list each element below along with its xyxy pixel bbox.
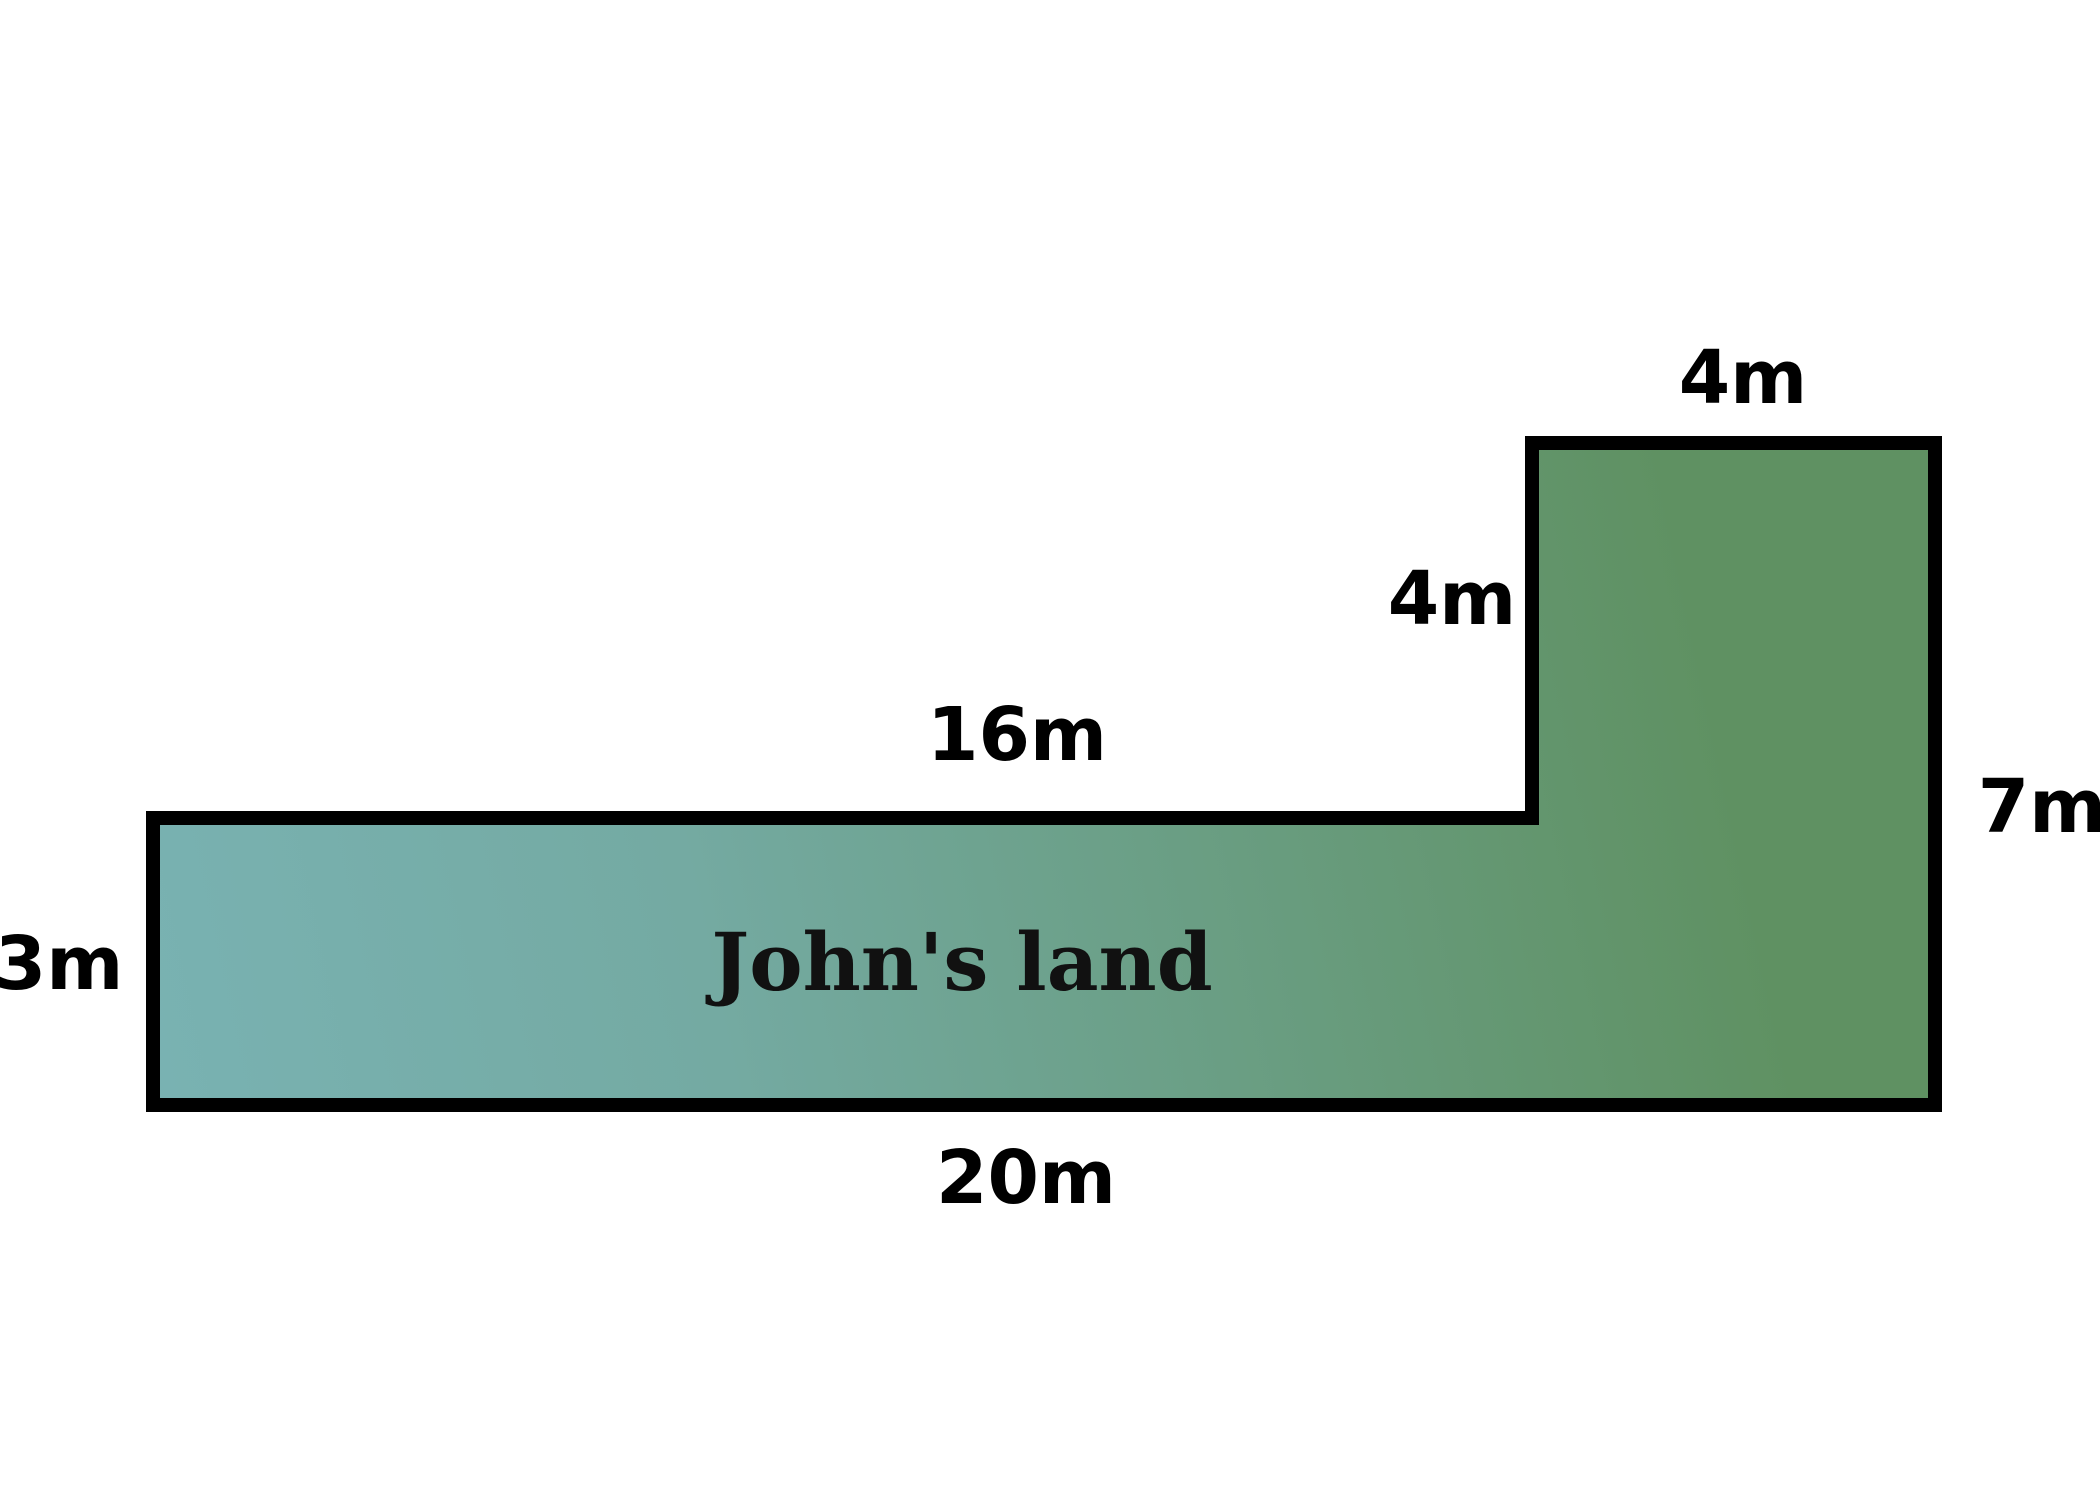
top-right-width-label: 4m [1679, 335, 1808, 421]
region-label: John's land [705, 915, 1212, 1009]
top-left-width-label: 16m [927, 692, 1107, 778]
bottom-width-label: 20m [936, 1135, 1116, 1221]
right-height-label: 7m [1978, 764, 2100, 850]
left-height-label: 3m [0, 921, 123, 1007]
land-shape [146, 436, 1942, 1112]
step-height-label: 4m [1388, 556, 1517, 642]
